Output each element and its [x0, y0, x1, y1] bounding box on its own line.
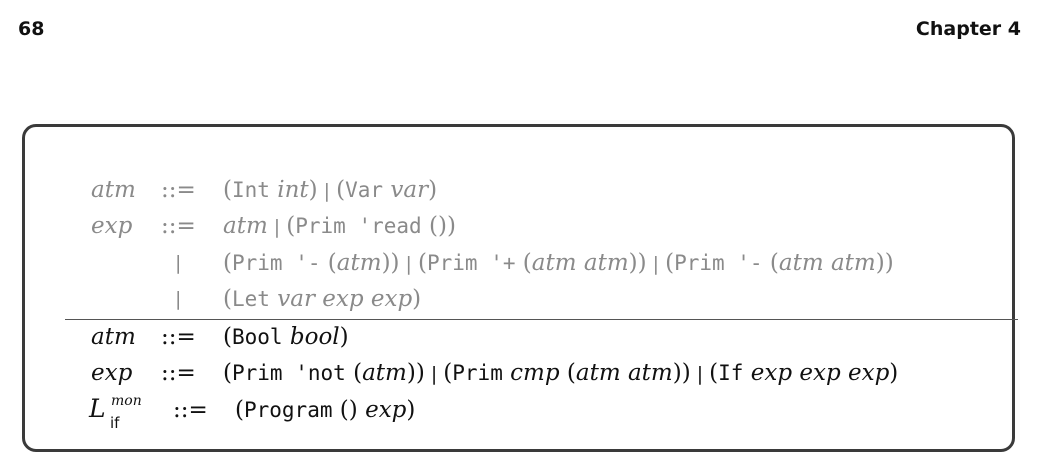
grammar-punctuation: ): [428, 177, 438, 203]
gray-row-1-op: ::=: [161, 177, 196, 203]
grammar-punctuation: (: [762, 250, 779, 276]
gray-row-2-lhs: exp: [91, 213, 133, 239]
black-row-1-lhs: atm: [91, 324, 136, 350]
grammar-keyword: Var: [345, 178, 384, 202]
program-lhs-symbol: L: [89, 394, 106, 423]
grammar-keyword: If: [718, 361, 744, 385]
grammar-metavariable: atm atm: [778, 250, 876, 276]
grammar-metavariable: var: [390, 177, 429, 203]
program-row-rhs: (Program () exp): [235, 395, 415, 425]
gray-row-3-rhs: (Prim '- (atm)) | (Prim '+ (atm atm)) | …: [223, 248, 894, 279]
grammar-punctuation: ): [446, 213, 456, 239]
grammar-punctuation: (: [223, 360, 232, 386]
grammar-punctuation: (: [345, 360, 363, 386]
grammar-keyword: Prim 'not: [231, 361, 346, 385]
alternative-bar: |: [424, 363, 444, 385]
black-row-2-lhs: exp: [91, 360, 133, 386]
gray-row-1-lhs: atm: [91, 177, 136, 203]
grammar-metavariable: cmp: [510, 360, 560, 386]
grammar-punctuation: (): [421, 213, 447, 239]
alternative-bar: |: [267, 216, 287, 238]
gray-row-1-rhs: (Int int) | (Var var): [223, 175, 437, 206]
grammar-punctuation: (: [235, 397, 244, 423]
grammar-punctuation: (: [443, 360, 453, 386]
gray-row-4-rhs: (Let var exp exp): [223, 284, 421, 314]
grammar-metavariable: exp: [365, 397, 407, 423]
grammar-keyword: Prim '-: [674, 251, 763, 275]
grammar-metavariable: bool: [289, 324, 340, 350]
chapter-title: Chapter 4: [915, 18, 1021, 40]
grammar-metavariable: var exp exp: [277, 286, 413, 312]
grammar-punctuation: ): [308, 177, 318, 203]
black-row-2-op: ::=: [161, 360, 196, 386]
black-row-2-rhs: (Prim 'not (atm)) | (Prim cmp (atm atm))…: [223, 358, 898, 389]
grammar-metavariable: atm: [223, 213, 268, 239]
grammar-punctuation: )): [672, 360, 691, 386]
grammar-punctuation: )): [628, 250, 647, 276]
grammar-punctuation: (: [223, 286, 232, 312]
grammar-keyword: Prim '+: [426, 251, 516, 275]
grammar-punctuation: (: [559, 360, 576, 386]
grammar-punctuation: [743, 360, 750, 386]
grammar-metavariable: int: [277, 177, 309, 203]
page-number: 68: [18, 18, 45, 40]
grammar-keyword: Int: [231, 178, 270, 202]
program-row-op: ::=: [173, 397, 208, 423]
grammar-punctuation: )): [381, 250, 400, 276]
grammar-punctuation: ): [889, 360, 899, 386]
gray-row-2-rhs: atm | (Prim 'read ()): [223, 211, 456, 242]
grammar-box: atm ::= (Int int) | (Var var) exp ::= at…: [22, 124, 1018, 452]
grammar-punctuation: (: [223, 177, 232, 203]
grammar-metavariable: atm atm: [531, 250, 629, 276]
grammar-punctuation: (: [320, 250, 337, 276]
alternative-bar: |: [646, 253, 666, 275]
black-row-1-rhs: (Bool bool): [223, 322, 349, 352]
grammar-keyword: Prim: [452, 361, 503, 385]
grammar-punctuation: ): [339, 324, 349, 350]
grammar-metavariable: atm atm: [575, 360, 673, 386]
gray-row-3-op: |: [175, 252, 182, 274]
grammar-keyword: Bool: [231, 325, 283, 349]
grammar-punctuation: [283, 324, 290, 350]
alternative-bar: |: [317, 180, 337, 202]
grammar-punctuation: (: [665, 250, 675, 276]
grammar-punctuation: (: [223, 250, 232, 276]
program-lhs-subscript: if: [110, 414, 120, 432]
grammar-keyword: Let: [231, 287, 270, 311]
grammar-metavariable: atm: [336, 250, 382, 276]
grammar-punctuation: )): [875, 250, 894, 276]
grammar-keyword: Program: [243, 398, 333, 422]
grammar-keyword: Prim '-: [231, 251, 321, 275]
alternative-bar: |: [399, 253, 418, 275]
grammar-punctuation: (: [709, 360, 719, 386]
gray-row-4-op: |: [175, 288, 182, 310]
grammar-metavariable: atm: [362, 360, 407, 386]
gray-row-2-op: ::=: [161, 213, 196, 239]
grammar-punctuation: (: [223, 324, 232, 350]
black-row-1-op: ::=: [161, 324, 196, 350]
grammar-metavariable: exp exp exp: [750, 360, 890, 386]
program-lhs-superscript: mon: [111, 393, 142, 409]
grammar-punctuation: (: [286, 213, 296, 239]
grammar-punctuation: ): [412, 286, 422, 312]
grammar-punctuation: (): [332, 397, 366, 423]
grammar-punctuation: ): [406, 397, 416, 423]
grammar-punctuation: (: [336, 177, 346, 203]
alternative-bar: |: [690, 363, 710, 385]
grammar-punctuation: )): [406, 360, 425, 386]
divider-rule: [65, 319, 1018, 320]
grammar-punctuation: (: [418, 250, 427, 276]
grammar-punctuation: (: [515, 250, 532, 276]
grammar-keyword: Prim 'read: [295, 214, 422, 238]
